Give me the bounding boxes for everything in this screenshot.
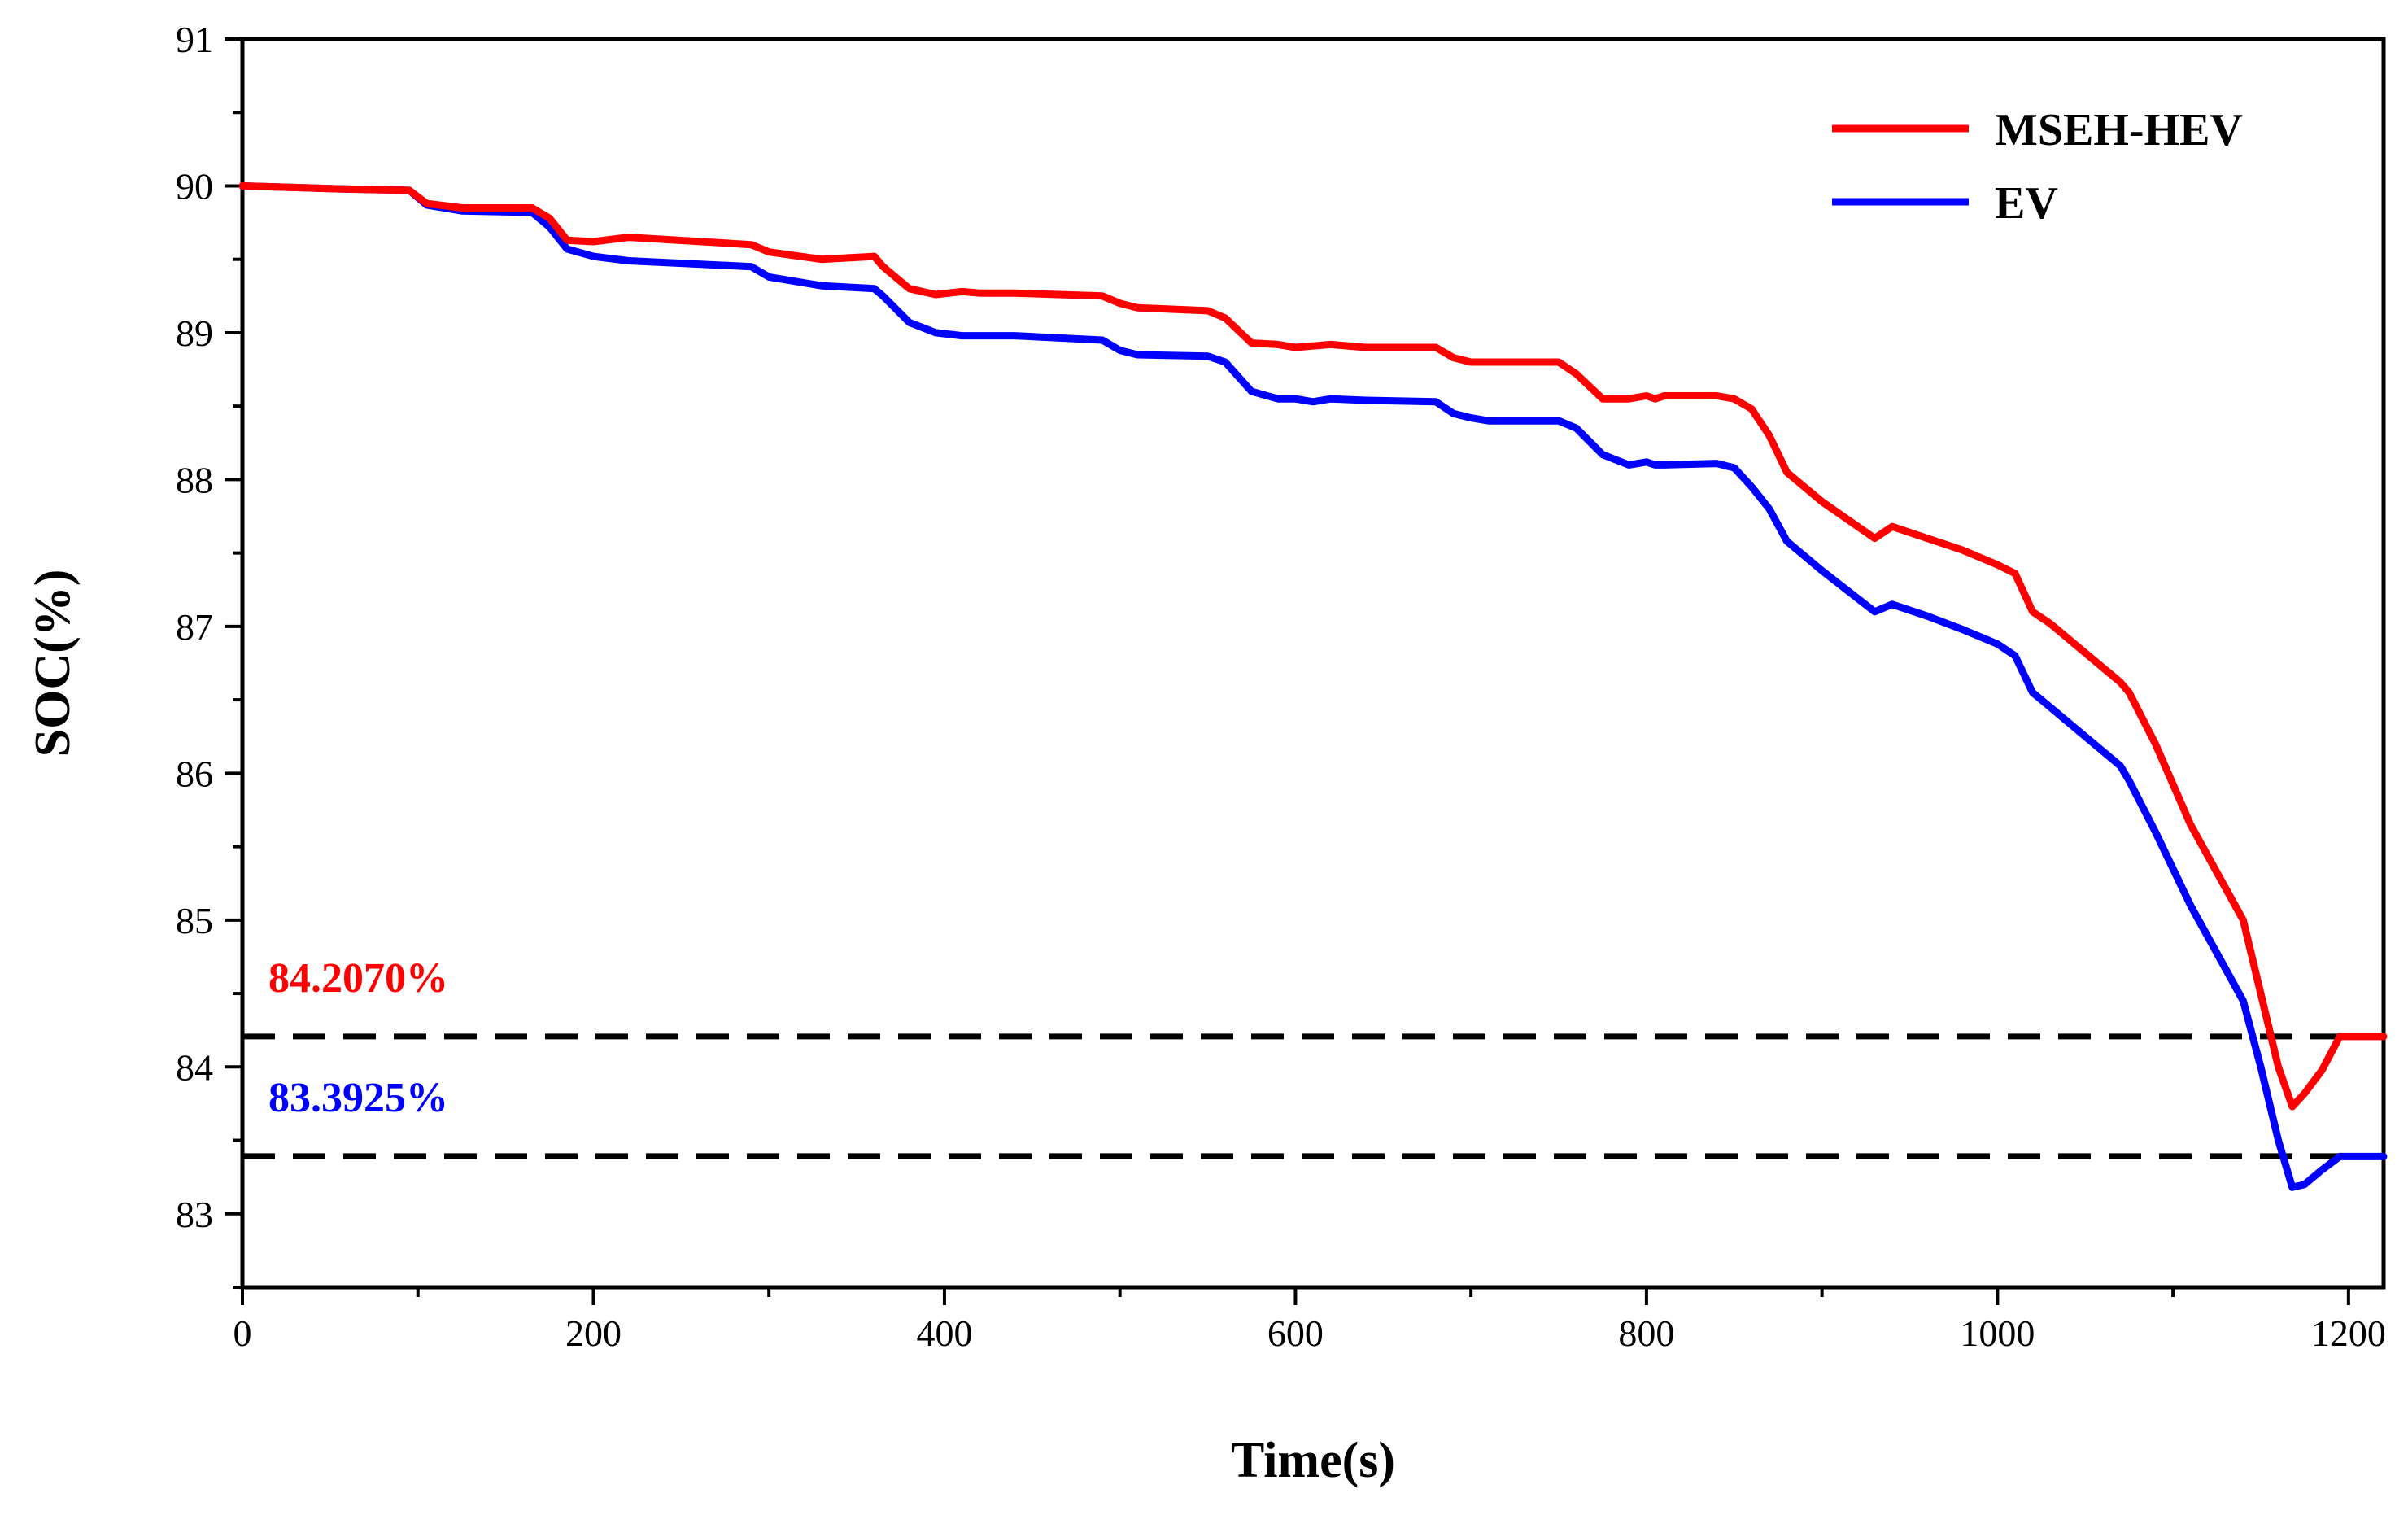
- x-tick-label: 400: [916, 1312, 972, 1354]
- x-tick-label: 800: [1618, 1312, 1674, 1354]
- x-axis-title: Time(s): [1231, 1433, 1395, 1488]
- x-tick-label: 1200: [2311, 1312, 2386, 1354]
- ref-label-hev: 84.2070%: [268, 955, 448, 1002]
- axes-frame: [240, 37, 2386, 1290]
- ref-label-ev: 83.3925%: [268, 1075, 448, 1121]
- legend-label-hev: MSEH-HEV: [1995, 105, 2243, 155]
- axis-ticks: 0 200 400 600 800 1000 1200 83 84 85 86 87 88 89 90 91: [176, 19, 2386, 1354]
- series-line-mseh-hev: [238, 182, 2388, 1111]
- plot-frame: [240, 37, 2386, 1290]
- y-tick-label: 85: [176, 900, 213, 941]
- y-tick-label: 83: [176, 1194, 213, 1235]
- y-tick-label: 90: [176, 165, 213, 207]
- y-tick-label: 91: [176, 19, 213, 60]
- y-tick-label: 89: [176, 312, 213, 354]
- reference-lines: [242, 1033, 2384, 1159]
- x-tick-label: 600: [1267, 1312, 1324, 1354]
- x-tick-label: 0: [233, 1312, 252, 1354]
- y-tick-label: 86: [176, 753, 213, 794]
- y-tick-label: 84: [176, 1046, 213, 1088]
- y-tick-label: 87: [176, 606, 213, 648]
- x-tick-label: 200: [565, 1312, 622, 1354]
- reference-annotations: 84.2070% 83.3925%: [268, 955, 448, 1121]
- y-axis-title: SOC(%): [25, 570, 81, 758]
- series-line-ev: [238, 182, 2388, 1191]
- legend-label-ev: EV: [1995, 178, 2058, 229]
- y-tick-label: 88: [176, 459, 213, 500]
- x-tick-label: 1000: [1960, 1312, 2035, 1354]
- legend: MSEH-HEV EV: [1832, 105, 2243, 229]
- series-group: [238, 182, 2388, 1191]
